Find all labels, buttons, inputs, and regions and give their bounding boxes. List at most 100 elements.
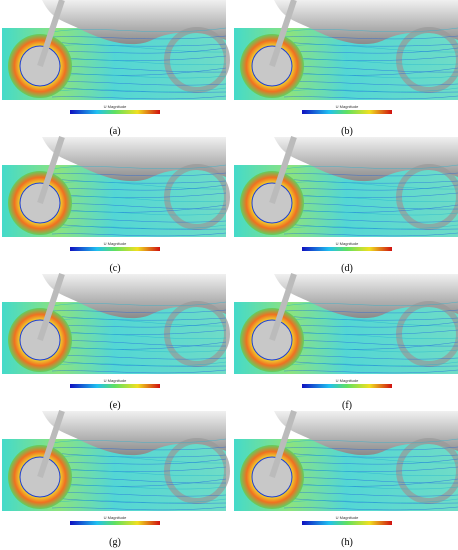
streamline	[283, 35, 458, 40]
streamline	[283, 218, 458, 223]
streamline	[51, 446, 227, 451]
colorbar	[302, 110, 392, 114]
streamline	[51, 164, 227, 170]
fork	[37, 0, 65, 67]
panel-label: (c)	[109, 263, 120, 274]
motorcycle-body	[42, 411, 226, 456]
streamline	[51, 86, 227, 93]
streamline	[283, 321, 458, 328]
streamline	[51, 95, 227, 100]
motorcycle-body	[274, 274, 458, 319]
streamline	[283, 47, 458, 54]
streamline	[283, 178, 458, 184]
streamline	[283, 458, 458, 465]
panel-label: (e)	[109, 400, 120, 411]
colorbar	[302, 247, 392, 251]
streamline	[51, 369, 227, 374]
motorcycle-body	[42, 274, 226, 319]
streamline	[283, 184, 458, 191]
colorbar-title: U Magnitude	[104, 378, 127, 383]
streamline	[283, 492, 458, 497]
streamline	[51, 41, 227, 47]
streamline	[283, 41, 458, 47]
colorbar	[70, 384, 160, 388]
streamline	[283, 446, 458, 451]
streamline	[51, 301, 227, 307]
streamline	[51, 458, 227, 465]
colorbar-title: U Magnitude	[336, 378, 359, 383]
streamline	[51, 497, 227, 504]
streamline	[283, 455, 458, 464]
streamline	[51, 232, 227, 237]
colorbar	[302, 384, 392, 388]
streamline	[283, 506, 458, 511]
streamline	[283, 44, 458, 53]
panel: U Magnitude (c)	[2, 136, 230, 274]
streamline	[283, 438, 458, 444]
streamline	[283, 497, 458, 504]
streamline	[283, 172, 458, 177]
motorcycle-body	[274, 0, 458, 45]
fork	[269, 0, 297, 67]
panel-label: (d)	[341, 263, 353, 274]
streamline	[51, 223, 227, 230]
streamline	[51, 492, 227, 497]
streamline	[51, 218, 227, 223]
panel-label: (a)	[109, 126, 120, 137]
streamline	[51, 181, 227, 190]
streamline	[51, 361, 227, 367]
streamline	[283, 223, 458, 230]
streamline	[283, 360, 458, 367]
motorcycle-body	[42, 0, 226, 45]
streamline	[283, 181, 458, 190]
streamline	[283, 355, 458, 360]
streamline	[51, 321, 227, 328]
streamline	[51, 318, 227, 327]
streamline	[51, 498, 227, 504]
panel: U Magnitude (h)	[234, 410, 458, 548]
fork	[37, 273, 65, 341]
fork	[37, 410, 65, 478]
streamline	[283, 318, 458, 327]
streamline	[51, 355, 227, 360]
streamline	[51, 438, 227, 444]
streamline	[51, 47, 227, 54]
panel: U Magnitude (d)	[234, 136, 458, 274]
streamline	[51, 178, 227, 184]
streamline	[283, 498, 458, 504]
streamline	[51, 184, 227, 191]
colorbar-title: U Magnitude	[104, 515, 127, 520]
streamline	[283, 232, 458, 237]
colorbar-title: U Magnitude	[336, 241, 359, 246]
streamline	[51, 315, 227, 321]
streamline	[51, 81, 227, 86]
streamline	[51, 44, 227, 53]
streamline	[283, 301, 458, 307]
panel: U Magnitude (e)	[2, 273, 230, 411]
colorbar	[302, 521, 392, 525]
streamline	[283, 86, 458, 93]
streamline	[283, 315, 458, 321]
panel: U Magnitude (f)	[234, 273, 458, 411]
motorcycle-body	[274, 137, 458, 182]
fork	[269, 136, 297, 204]
streamline	[51, 360, 227, 367]
fork	[269, 410, 297, 478]
streamline	[51, 35, 227, 40]
streamline	[283, 95, 458, 100]
streamline	[283, 361, 458, 367]
streamline	[51, 87, 227, 93]
panel-label: (f)	[342, 400, 352, 411]
streamline	[283, 369, 458, 374]
panel: U Magnitude (g)	[2, 410, 230, 548]
panel-label: (h)	[341, 537, 353, 548]
colorbar	[70, 247, 160, 251]
colorbar	[70, 521, 160, 525]
colorbar-title: U Magnitude	[104, 241, 127, 246]
streamline	[283, 452, 458, 458]
streamline	[283, 87, 458, 93]
streamline	[283, 27, 458, 33]
streamline	[283, 81, 458, 86]
panel: U Magnitude (a)	[2, 0, 230, 137]
